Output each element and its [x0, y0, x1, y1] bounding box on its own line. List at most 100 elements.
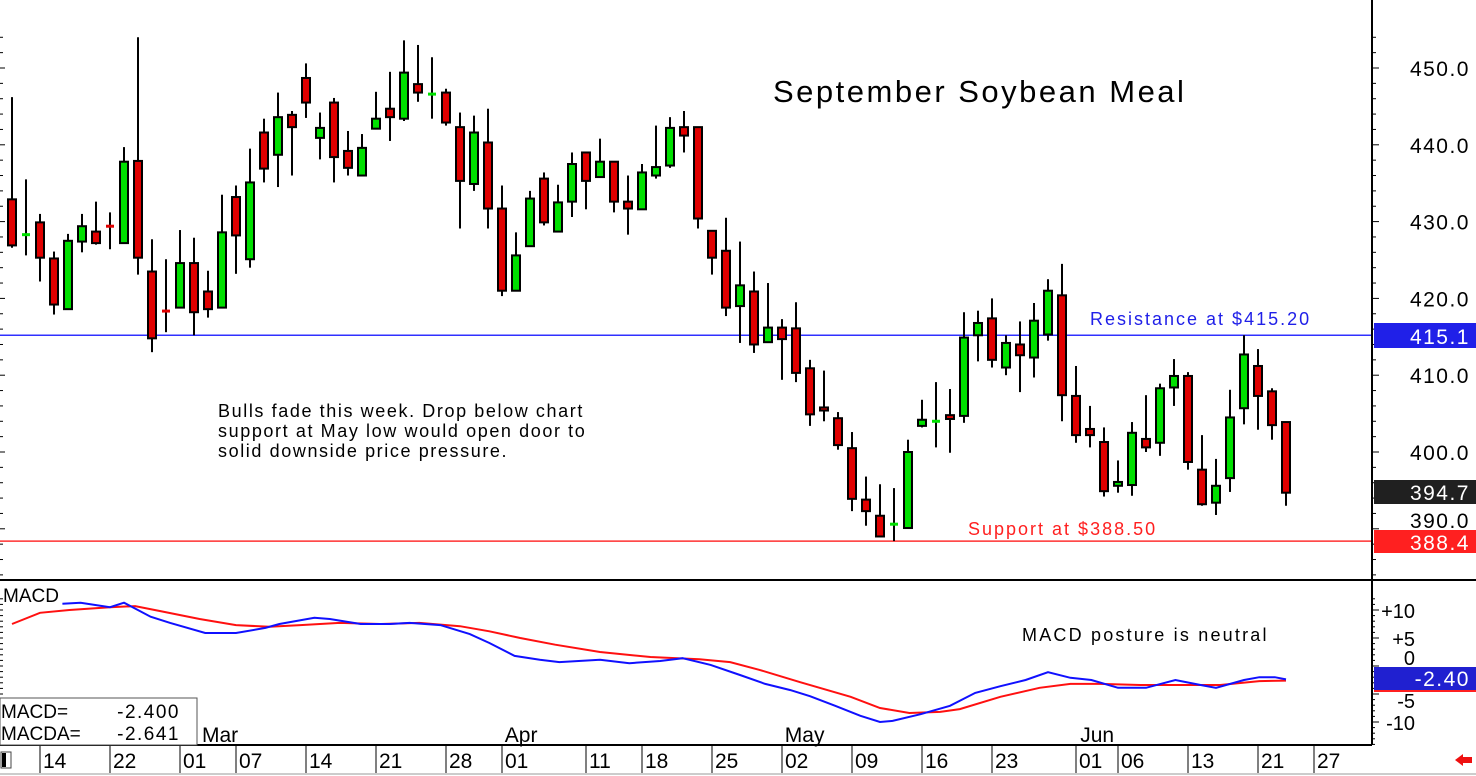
- month-label: Jun: [1080, 724, 1114, 747]
- x-tick-label: 25: [715, 750, 738, 773]
- candle: [1281, 421, 1291, 506]
- macd-panel: +10 +50 -5-10: [0, 598, 1415, 745]
- candle-body: [413, 83, 423, 94]
- candle-body: [245, 181, 255, 261]
- macd-tick-label: 0: [1404, 648, 1415, 670]
- candle: [35, 213, 45, 282]
- macd-tick-label: +5: [1392, 629, 1415, 651]
- scroll-left-icon[interactable]: [0, 751, 12, 769]
- candle: [819, 370, 829, 422]
- candle: [357, 134, 367, 177]
- y-tick-label: 420.0: [1410, 288, 1470, 311]
- macd-signal-line: [11, 605, 1287, 715]
- candle-doji: [106, 224, 114, 228]
- candle: [959, 312, 969, 423]
- candle-body: [77, 225, 87, 243]
- candle-body: [315, 126, 325, 139]
- candle-body: [455, 126, 465, 182]
- candle-body: [693, 126, 703, 220]
- candle: [609, 160, 619, 213]
- candle: [1071, 365, 1081, 443]
- x-tick-label: 02: [785, 750, 808, 773]
- candle-body: [483, 141, 493, 210]
- candle-body: [959, 336, 969, 417]
- candle: [133, 37, 143, 275]
- candle: [91, 201, 101, 245]
- candle-body: [623, 200, 633, 210]
- candle: [469, 115, 479, 191]
- macd-value-tag: [1374, 667, 1476, 690]
- candle-body: [1071, 394, 1081, 437]
- candle: [119, 147, 129, 245]
- candle-body: [847, 447, 857, 500]
- candle-body: [1183, 374, 1193, 463]
- candle-doji: [22, 233, 30, 237]
- candle-body: [525, 197, 535, 248]
- candle: [301, 63, 311, 118]
- candle: [637, 164, 647, 211]
- candle-body: [343, 149, 353, 169]
- candle-body: [511, 254, 521, 292]
- macd-label: MACD: [3, 586, 59, 607]
- candle-body: [497, 207, 507, 292]
- candle-body: [203, 290, 213, 311]
- candle-body: [63, 239, 73, 311]
- x-tick-label: 11: [589, 750, 611, 773]
- candle-doji: [428, 92, 436, 96]
- x-tick-label: 14: [309, 750, 333, 773]
- candle-body: [1239, 353, 1249, 410]
- candle-body: [147, 270, 157, 340]
- candle: [217, 194, 227, 309]
- legend-macd-name: MACD=: [1, 702, 68, 723]
- y-tick-label: 440.0: [1410, 135, 1470, 158]
- candle-body: [175, 262, 185, 309]
- arrow-left-icon[interactable]: [1455, 754, 1472, 766]
- y-tick-label: 390.0: [1410, 510, 1470, 533]
- candle-body: [679, 126, 689, 137]
- candle: [861, 476, 871, 526]
- candle: [847, 432, 857, 512]
- candle-body: [7, 198, 17, 247]
- candle: [315, 112, 325, 160]
- candle-body: [1015, 343, 1025, 357]
- support-tag-text: 388.4: [1410, 532, 1470, 555]
- legend-macd-value: -2.400: [117, 702, 180, 723]
- macd-value-tag-text: -2.40: [1415, 668, 1470, 691]
- candle: [273, 92, 283, 188]
- x-tick-label: 18: [645, 750, 668, 773]
- last-price-tag-text: 394.7: [1410, 482, 1470, 505]
- candle-body: [231, 196, 241, 237]
- y-tick-label: 450.0: [1410, 58, 1470, 81]
- candle-body: [945, 414, 955, 420]
- candle: [805, 359, 815, 426]
- candle-body: [1197, 468, 1207, 506]
- candle: [1057, 263, 1067, 422]
- candle: [245, 148, 255, 268]
- candle: [917, 399, 927, 428]
- candle: [1197, 435, 1207, 506]
- candle-body: [861, 498, 871, 513]
- x-tick-label: 13: [1191, 750, 1214, 773]
- candle: [932, 382, 940, 448]
- candle: [428, 57, 436, 119]
- candle: [890, 488, 898, 542]
- candle: [903, 439, 913, 530]
- macd-tick-label: -5: [1397, 691, 1415, 713]
- x-tick-label: 01: [1079, 750, 1102, 773]
- candle-body: [973, 321, 983, 337]
- candle: [203, 270, 213, 318]
- x-tick-label: 06: [1121, 750, 1144, 773]
- candle: [399, 40, 409, 121]
- candle: [1225, 389, 1235, 492]
- candle: [259, 118, 269, 183]
- candle-body: [567, 163, 577, 203]
- candle-body: [791, 327, 801, 374]
- candle: [595, 138, 605, 179]
- candle-body: [399, 71, 409, 120]
- candle-body: [259, 131, 269, 170]
- macd-tick-label: +10: [1381, 601, 1415, 623]
- x-tick-label: 07: [239, 750, 262, 773]
- candle: [1169, 359, 1179, 406]
- candle-body: [1225, 416, 1235, 480]
- candle: [385, 71, 395, 141]
